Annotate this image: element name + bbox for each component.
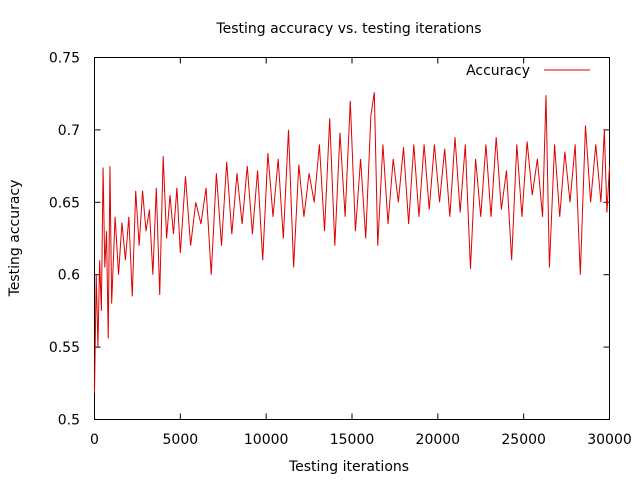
y-tick-label: 0.75	[49, 51, 80, 67]
x-tick-label: 20000	[416, 432, 461, 448]
series-line-accuracy	[94, 92, 610, 394]
x-tick-label: 30000	[587, 432, 632, 448]
y-tick-label: 0.65	[49, 195, 80, 211]
chart-title: Testing accuracy vs. testing iterations	[215, 21, 481, 37]
x-tick-label: 15000	[330, 432, 375, 448]
y-tick-label: 0.5	[58, 413, 80, 429]
plot-area-frame	[94, 57, 610, 420]
y-axis-ticks: 0.5 0.55 0.6 0.65 0.7 0.75	[49, 51, 610, 429]
x-tick-label: 25000	[501, 432, 546, 448]
series-layer	[94, 92, 610, 394]
x-axis-label: Testing iterations	[288, 459, 409, 475]
y-axis-label: Testing accuracy	[7, 180, 23, 298]
y-tick-label: 0.7	[58, 123, 80, 139]
y-tick-label: 0.6	[58, 268, 80, 284]
y-tick-label: 0.55	[49, 340, 80, 356]
legend-label-accuracy: Accuracy	[466, 63, 530, 79]
x-tick-label: 5000	[163, 432, 199, 448]
x-axis-ticks: 0 5000 10000 15000 20000 25000 30000	[90, 57, 632, 448]
x-tick-label: 0	[90, 432, 99, 448]
legend: Accuracy	[466, 63, 590, 79]
x-tick-label: 10000	[244, 432, 289, 448]
